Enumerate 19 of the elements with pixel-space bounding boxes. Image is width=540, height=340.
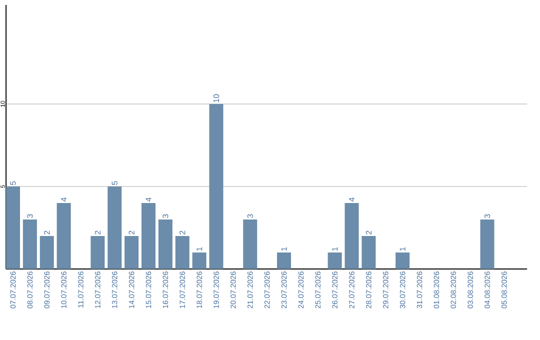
bar (344, 203, 359, 269)
bar (40, 236, 54, 269)
bar (328, 252, 342, 269)
bar (6, 186, 20, 269)
bar (90, 236, 105, 269)
bar (158, 220, 172, 269)
bar (243, 220, 258, 269)
bar (124, 236, 139, 269)
bar (175, 236, 190, 269)
bar (277, 252, 292, 269)
bar (192, 252, 206, 269)
bar (396, 252, 410, 269)
bar (480, 220, 494, 269)
bar (142, 203, 156, 269)
bar (209, 104, 224, 269)
bar (108, 186, 122, 269)
bar (362, 236, 376, 269)
bar (56, 203, 71, 269)
bar (22, 220, 37, 269)
